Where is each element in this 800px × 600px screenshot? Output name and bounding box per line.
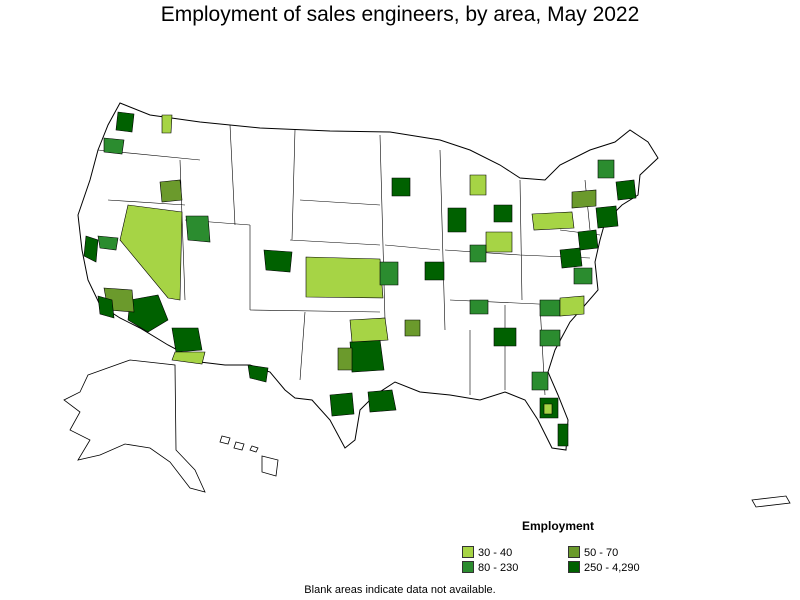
legend-item-30-40: 30 - 40: [462, 546, 512, 560]
footnote: Blank areas indicate data not available.: [304, 584, 496, 596]
area-detroit: [493, 204, 513, 223]
area-los-angeles: [97, 295, 115, 319]
legend-title: Employment: [522, 519, 595, 533]
area-jacksonville: [531, 371, 549, 391]
area-new-york: [595, 205, 619, 229]
area-michigan-north: [469, 174, 487, 196]
area-charlotte: [539, 299, 561, 317]
alaska-outline: [63, 359, 206, 493]
area-atlanta: [493, 327, 517, 347]
legend-item-80-230: 80 - 230: [462, 561, 518, 575]
area-upstate-ny: [571, 189, 597, 209]
area-kansas: [305, 256, 384, 299]
area-nevada: [119, 204, 183, 301]
area-houston: [367, 389, 397, 413]
area-austin: [329, 392, 355, 417]
area-miami: [557, 423, 569, 447]
area-virginia: [573, 267, 593, 285]
area-seattle: [115, 111, 135, 133]
area-oklahoma: [349, 317, 389, 343]
area-boston: [615, 179, 637, 201]
area-ohio: [485, 231, 513, 253]
area-nashville: [469, 299, 489, 315]
area-washington-dc: [559, 247, 583, 269]
area-minneapolis: [391, 177, 411, 197]
area-bay-area: [83, 235, 99, 263]
swatch-30-40: [462, 546, 474, 558]
area-albuquerque: [247, 364, 269, 383]
area-east-texas: [337, 347, 353, 371]
swatch-80-230: [462, 561, 474, 573]
area-boise: [159, 179, 183, 203]
area-kansas-city: [379, 261, 399, 286]
area-sacramento: [97, 235, 119, 251]
area-pittsburgh: [531, 211, 575, 231]
area-tucson: [171, 327, 203, 353]
area-raleigh: [559, 295, 585, 317]
map-title: Employment of sales engineers, by area, …: [160, 3, 640, 26]
area-salt-lake: [185, 215, 211, 243]
area-st-louis: [424, 261, 445, 281]
area-denver: [263, 249, 293, 273]
area-chicago: [447, 207, 467, 233]
area-new-hampshire: [597, 159, 615, 179]
area-arkansas: [404, 319, 421, 337]
state-boundaries: [97, 124, 601, 396]
area-philadelphia: [577, 229, 599, 251]
area-dallas: [349, 339, 385, 373]
area-portland: [103, 137, 125, 155]
puerto-rico-outline: [751, 495, 791, 508]
colored-areas: [83, 111, 637, 447]
area-indiana: [469, 244, 487, 263]
area-southern-arizona: [171, 351, 206, 365]
area-orlando: [543, 403, 553, 415]
swatch-50-70: [568, 546, 580, 558]
area-spokane: [161, 114, 173, 134]
swatch-250-4290: [568, 561, 580, 573]
legend-item-50-70: 50 - 70: [568, 546, 618, 560]
hawaii-islands: [219, 435, 279, 477]
legend-item-250-4290: 250 - 4,290: [568, 561, 640, 575]
area-phoenix: [127, 294, 169, 333]
area-south-carolina: [539, 329, 561, 347]
